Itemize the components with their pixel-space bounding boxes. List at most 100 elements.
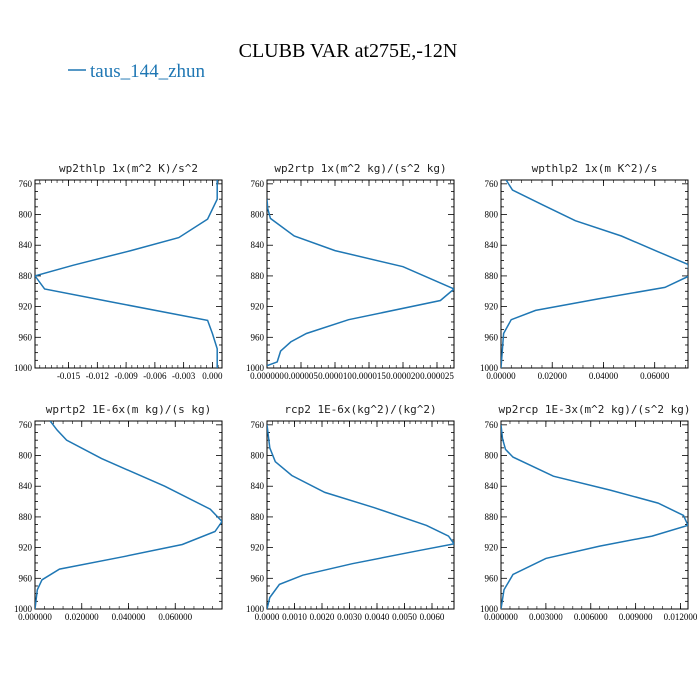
y-tick-label: 960	[485, 573, 499, 583]
y-tick-label: 880	[251, 512, 265, 522]
panel-title: wp2rtp 1x(m^2 kg)/(s^2 kg)	[274, 162, 446, 175]
panel-title: wp2thlp 1x(m^2 K)/s^2	[59, 162, 198, 175]
x-tick-label: 0.0050	[392, 612, 417, 622]
series-line	[35, 421, 222, 609]
x-tick-label: 0.0030	[337, 612, 362, 622]
panel-4: wprtp2 1E-6x(m kg)/(s kg) 760 800 840 880 920…	[14, 403, 223, 622]
y-tick-label: 800	[485, 451, 499, 461]
x-tick-label: 0.0040	[365, 612, 390, 622]
y-tick-label: 920	[19, 543, 33, 553]
x-tick-label: -0.015	[57, 371, 81, 381]
x-tick-label: 0.060000	[158, 612, 192, 622]
y-tick-label: 800	[485, 210, 499, 220]
x-tick-label: 0.000015	[352, 371, 386, 381]
series-line	[501, 424, 688, 609]
x-tick-label: 0.0010	[282, 612, 307, 622]
figure-title: CLUBB VAR at275E,-12N	[239, 40, 458, 62]
y-tick-label: 960	[251, 332, 265, 342]
x-tick-label: 0.020000	[65, 612, 99, 622]
x-tick-label: 0.012000	[664, 612, 698, 622]
plot-frame	[34, 179, 223, 369]
panel-title: wprtp2 1E-6x(m kg)/(s kg)	[46, 403, 212, 416]
panel-2: wp2rtp 1x(m^2 kg)/(s^2 kg) 760 800 840 880 92…	[246, 162, 455, 381]
panel-title: wp2rcp 1E-3x(m^2 kg)/(s^2 kg)	[498, 403, 690, 416]
panel-title: rcp2 1E-6x(kg^2)/(kg^2)	[284, 403, 436, 416]
x-tick-label: 0.0000	[255, 612, 280, 622]
y-tick-label: 880	[485, 271, 499, 281]
y-tick-label: 800	[251, 451, 265, 461]
y-tick-label: 1000	[246, 363, 265, 373]
y-tick-label: 920	[19, 302, 33, 312]
x-tick-label: 0.006000	[574, 612, 608, 622]
y-tick-label: 840	[251, 240, 265, 250]
series-line	[35, 180, 218, 368]
plot-frame	[266, 420, 455, 610]
x-tick-label: -0.006	[143, 371, 167, 381]
y-tick-label: 880	[251, 271, 265, 281]
plot-frame	[34, 420, 223, 610]
y-tick-label: 920	[485, 302, 499, 312]
y-tick-label: 920	[251, 302, 265, 312]
series-line	[501, 180, 688, 368]
x-tick-label: 0.02000	[538, 371, 568, 381]
x-tick-label: 0.000000	[484, 612, 518, 622]
y-tick-label: 840	[485, 240, 499, 250]
x-tick-label: 0.000005	[284, 371, 318, 381]
y-tick-label: 800	[19, 451, 33, 461]
legend: taus_144_zhun	[68, 61, 206, 82]
x-tick-label: 0.000000	[18, 612, 52, 622]
x-tick-label: 0.0060	[420, 612, 445, 622]
y-tick-label: 880	[19, 512, 33, 522]
y-tick-label: 840	[251, 481, 265, 491]
x-tick-label: -0.012	[86, 371, 109, 381]
x-tick-label: -0.009	[114, 371, 138, 381]
series-line	[267, 424, 454, 609]
y-tick-label: 840	[485, 481, 499, 491]
plot-frame	[500, 179, 689, 369]
y-tick-label: 880	[19, 271, 33, 281]
y-tick-label: 960	[485, 332, 499, 342]
panel-3: wpthlp2 1x(m K^2)/s 760 800 840 880 920 960 100…	[480, 162, 689, 381]
x-tick-label: 0.000025	[420, 371, 454, 381]
y-tick-label: 760	[485, 179, 499, 189]
panel-1: wp2thlp 1x(m^2 K)/s^2 760 800 840 880 920 960 1…	[14, 162, 223, 381]
y-tick-label: 760	[251, 420, 265, 430]
y-tick-label: 960	[19, 332, 33, 342]
legend-label: taus_144_zhun	[90, 61, 206, 82]
panel-5: rcp2 1E-6x(kg^2)/(kg^2) 760 800 840 880 920 96…	[246, 403, 455, 622]
x-tick-label: 0.040000	[112, 612, 146, 622]
plot-frame	[266, 179, 455, 369]
y-tick-label: 1000	[480, 604, 499, 614]
x-tick-label: 0.000010	[318, 371, 352, 381]
x-tick-label: 0.000	[202, 371, 223, 381]
y-tick-label: 1000	[480, 363, 499, 373]
y-tick-label: 1000	[246, 604, 265, 614]
y-tick-label: 840	[19, 481, 33, 491]
y-tick-label: 1000	[14, 604, 33, 614]
y-tick-label: 1000	[14, 363, 33, 373]
y-tick-label: 800	[19, 210, 33, 220]
x-tick-label: 0.003000	[529, 612, 563, 622]
plot-frame	[500, 420, 689, 610]
x-tick-label: 0.06000	[640, 371, 670, 381]
y-tick-label: 840	[19, 240, 33, 250]
y-tick-label: 800	[251, 210, 265, 220]
x-tick-label: 0.0020	[310, 612, 335, 622]
x-tick-label: 0.000020	[386, 371, 420, 381]
panel-6: wp2rcp 1E-3x(m^2 kg)/(s^2 kg) 760 800 840 88…	[480, 403, 698, 622]
y-tick-label: 760	[485, 420, 499, 430]
x-tick-label: 0.00000	[486, 371, 516, 381]
y-tick-label: 760	[251, 179, 265, 189]
panels: wp2thlp 1x(m^2 K)/s^2 760 800 840 880 920 960 1…	[14, 162, 698, 622]
y-tick-label: 960	[251, 573, 265, 583]
x-tick-label: 0.04000	[589, 371, 619, 381]
y-tick-label: 920	[251, 543, 265, 553]
x-tick-label: 0.009000	[619, 612, 653, 622]
x-tick-label: -0.003	[172, 371, 196, 381]
y-tick-label: 880	[485, 512, 499, 522]
y-tick-label: 760	[19, 179, 33, 189]
y-tick-label: 960	[19, 573, 33, 583]
y-tick-label: 920	[485, 543, 499, 553]
y-tick-label: 760	[19, 420, 33, 430]
